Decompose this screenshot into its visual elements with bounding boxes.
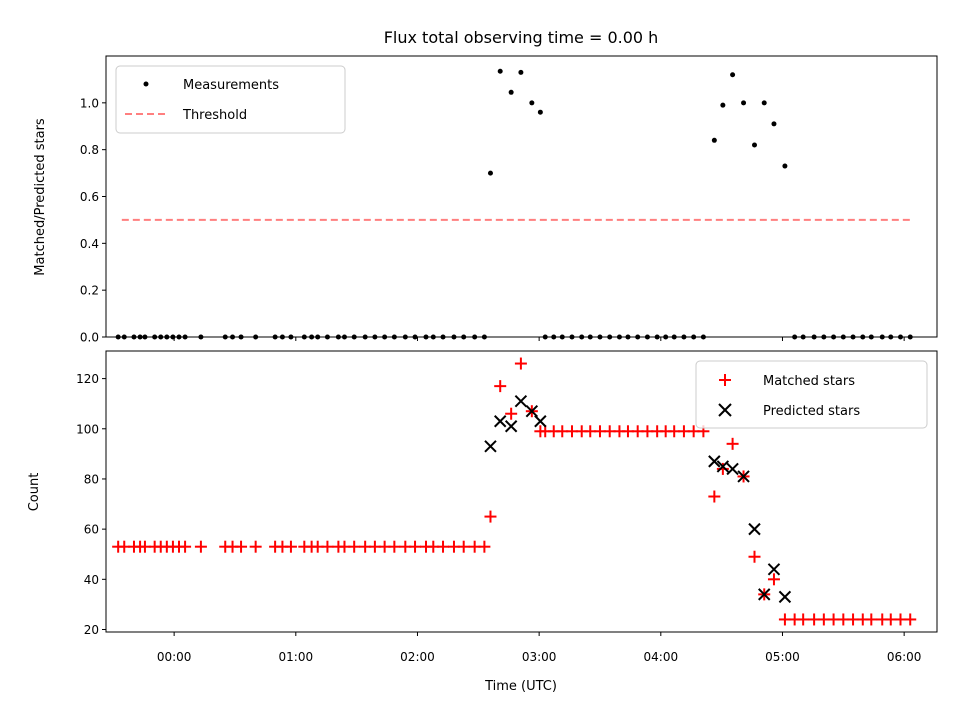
ytick-label: 60 [84,523,99,537]
predicted-stars-point [494,415,507,428]
matched-stars-point [716,462,729,475]
predicted-stars-point [708,455,721,468]
matched-stars-point [904,613,917,626]
matched-stars-point [321,540,334,553]
measurements-point [487,170,493,176]
predicted-stars-point [514,394,528,408]
measurements-point [761,100,767,106]
ytick-label: 120 [76,372,99,386]
xtick-label: 01:00 [279,650,314,664]
matched-stars-point [767,573,780,586]
matched-stars-point [505,407,518,420]
legend-measurements-marker [143,81,149,87]
measurements-point [730,72,736,78]
legend-predicted-marker [718,403,732,417]
matched-stars-point [478,540,491,553]
legend-matched-label: Matched stars [763,374,855,389]
ytick-label: 40 [84,573,99,587]
matched-stars-point [249,540,262,553]
predicted-stars-point [767,563,781,576]
predicted-stars-point [737,470,750,483]
top-ylabel: Matched/Predicted stars [33,118,48,276]
xtick-label: 05:00 [765,650,800,664]
bottom-xticks: 00:00 01:00 02:00 03:00 04:00 05:00 06:00 [157,632,922,664]
predicted-stars-point [758,588,771,601]
ytick-label: 1.0 [80,96,99,110]
measurements-point [782,163,788,169]
predicted-stars-point [726,462,739,476]
legend-matched-marker [719,374,731,386]
ytick-label: 20 [84,623,99,637]
measurements-point [751,142,757,148]
ytick-label: 0.4 [80,237,99,251]
top-yticks: 0.0 0.2 0.4 0.6 0.8 1.0 [80,96,106,345]
measurements-point [771,121,777,127]
chart-title: Flux total observing time = 0.00 h [384,28,659,47]
predicted-stars-point [778,590,792,604]
ytick-label: 0.6 [80,190,99,204]
matched-stars-point [865,613,878,626]
bottom-panel: 20 40 60 80 100 120 00:00 01:00 02:00 03:00 04:00… [27,350,938,694]
predicted-stars-point [525,405,539,418]
xtick-label: 00:00 [157,650,192,664]
ytick-label: 0.2 [80,284,99,298]
top-xticks [173,337,905,341]
matched-stars-point [748,550,761,563]
xtick-label: 04:00 [644,650,679,664]
matched-stars-point [235,540,248,553]
measurements-point [741,100,747,106]
matched-stars-point [179,540,192,553]
matched-stars-point [457,540,470,553]
matched-stars-point [797,613,810,626]
top-legend-frame [115,65,346,134]
legend-measurements-label: Measurements [183,78,279,93]
bottom-xlabel: Time (UTC) [484,679,557,694]
measurements-point [711,137,717,143]
ytick-label: 0.0 [80,331,99,345]
measurements-point [518,69,524,75]
measurements-point [720,102,726,108]
matched-stars-point [484,510,497,523]
matched-stars-point [409,540,422,553]
xtick-label: 06:00 [887,650,922,664]
matched-stars-point [726,437,739,450]
bottom-ylabel: Count [27,473,42,512]
ytick-label: 0.8 [80,143,99,157]
bottom-axes-frame [105,350,938,633]
predicted-stars-point [748,522,761,536]
measurements-point [508,89,514,95]
predicted-stars-point [716,460,730,473]
bottom-yticks: 20 40 60 80 100 120 [76,372,106,637]
ytick-label: 80 [84,472,99,486]
matched-stars-point [494,380,507,393]
measurements-point [497,68,503,74]
matched-stars-point [437,540,450,553]
measurements-point [529,100,535,106]
bottom-legend: Matched stars Predicted stars [695,360,928,429]
matched-stars-point [348,540,361,553]
top-legend: Measurements Threshold [115,65,346,134]
matched-stars-point [284,540,297,553]
measurements-point [537,109,543,115]
matched-stars-point [514,357,527,370]
predicted-stars-point [534,415,547,428]
bottom-legend-frame [695,360,928,429]
ytick-label: 100 [76,422,99,436]
xtick-label: 03:00 [522,650,557,664]
xtick-label: 02:00 [400,650,435,664]
matched-stars-point [708,490,721,503]
predicted-stars-point [504,420,518,433]
legend-threshold-label: Threshold [182,108,247,123]
matched-stars-point [388,540,401,553]
matched-stars-point [194,540,207,553]
predicted-stars-point [484,440,497,453]
top-panel: 0.0 0.2 0.4 0.6 0.8 1.0 Matched/Predicted sta… [33,55,938,345]
bottom-marks [112,357,917,626]
legend-predicted-label: Predicted stars [763,404,860,419]
